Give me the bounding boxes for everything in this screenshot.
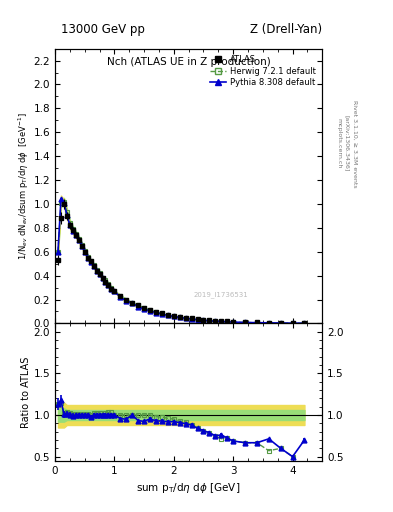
Text: Nch (ATLAS UE in Z production): Nch (ATLAS UE in Z production) — [107, 57, 270, 67]
Text: [arXiv:1306.3436]: [arXiv:1306.3436] — [344, 115, 349, 172]
Text: 13000 GeV pp: 13000 GeV pp — [61, 23, 145, 36]
Legend: ATLAS, Herwig 7.2.1 default, Pythia 8.308 default: ATLAS, Herwig 7.2.1 default, Pythia 8.30… — [207, 53, 318, 90]
Text: Rivet 3.1.10, ≥ 3.3M events: Rivet 3.1.10, ≥ 3.3M events — [352, 99, 357, 187]
X-axis label: sum p$_\mathrm{T}$/d$\eta$ d$\phi$ [GeV]: sum p$_\mathrm{T}$/d$\eta$ d$\phi$ [GeV] — [136, 481, 241, 495]
Y-axis label: Ratio to ATLAS: Ratio to ATLAS — [21, 356, 31, 428]
Text: mcplots.cern.ch: mcplots.cern.ch — [336, 118, 341, 168]
Text: 2019_I1736531: 2019_I1736531 — [193, 291, 248, 297]
Y-axis label: 1/N$_{ev}$ dN$_{ev}$/dsum p$_\mathrm{T}$/d$\eta$ d$\phi$  [GeV$^{-1}$]: 1/N$_{ev}$ dN$_{ev}$/dsum p$_\mathrm{T}$… — [17, 112, 31, 260]
Text: Z (Drell-Yan): Z (Drell-Yan) — [250, 23, 322, 36]
